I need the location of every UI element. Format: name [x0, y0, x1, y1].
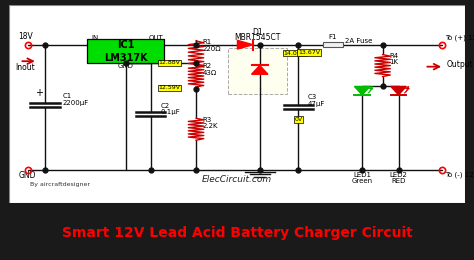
Text: By aircraftdesigner: By aircraftdesigner: [30, 182, 90, 187]
Text: C2: C2: [161, 103, 170, 109]
Text: R2: R2: [202, 63, 211, 69]
Text: Green: Green: [352, 178, 373, 184]
Text: 13.67V: 13.67V: [298, 50, 320, 55]
Text: 18V: 18V: [18, 31, 33, 41]
Text: 47μF: 47μF: [308, 101, 325, 107]
Text: 1K: 1K: [389, 60, 398, 66]
FancyBboxPatch shape: [228, 48, 287, 94]
Text: RED: RED: [392, 178, 406, 184]
Text: 43Ω: 43Ω: [202, 70, 217, 76]
Text: R3: R3: [202, 116, 212, 122]
Text: LED2: LED2: [390, 172, 408, 178]
Text: D1: D1: [252, 29, 263, 37]
Text: 2A Fuse: 2A Fuse: [345, 37, 373, 43]
Text: LED1: LED1: [353, 172, 371, 178]
Text: C3: C3: [308, 94, 317, 100]
Text: To (-) 12V Battery: To (-) 12V Battery: [446, 171, 474, 178]
Text: R1: R1: [202, 39, 212, 45]
Text: GND: GND: [19, 171, 36, 180]
Polygon shape: [252, 66, 268, 74]
Bar: [322, 42, 343, 47]
Text: 0V: 0V: [294, 117, 302, 122]
Text: ElecCircuit.com: ElecCircuit.com: [202, 175, 272, 184]
Text: F1: F1: [328, 34, 337, 40]
Text: GND: GND: [118, 63, 134, 69]
Text: 2.2K: 2.2K: [202, 123, 218, 129]
Text: 12.88V: 12.88V: [159, 60, 181, 66]
Text: 0.1μF: 0.1μF: [161, 109, 180, 115]
Text: R4: R4: [389, 53, 398, 59]
Bar: [87, 39, 164, 63]
Text: Output: Output: [447, 60, 473, 69]
Polygon shape: [355, 86, 370, 95]
Text: 14.09V: 14.09V: [284, 50, 306, 56]
Text: OUT: OUT: [149, 35, 164, 41]
Text: Smart 12V Lead Acid Battery Charger Circuit: Smart 12V Lead Acid Battery Charger Circ…: [62, 226, 412, 240]
Text: IN: IN: [91, 35, 99, 41]
Text: IC1
LM317K: IC1 LM317K: [104, 40, 147, 62]
Polygon shape: [391, 86, 406, 95]
Text: 220Ω: 220Ω: [202, 46, 221, 52]
Text: C1: C1: [62, 93, 72, 99]
Text: +: +: [36, 88, 44, 98]
Text: 2200μF: 2200μF: [62, 100, 89, 106]
Text: Inout: Inout: [16, 63, 35, 72]
Text: MBR1545CT: MBR1545CT: [234, 33, 281, 42]
Text: 12.59V: 12.59V: [159, 85, 181, 90]
Text: To (+) 12V Battery: To (+) 12V Battery: [446, 35, 474, 41]
Polygon shape: [237, 40, 253, 49]
